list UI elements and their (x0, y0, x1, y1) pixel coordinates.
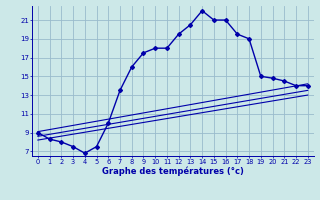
X-axis label: Graphe des températures (°c): Graphe des températures (°c) (102, 166, 244, 176)
